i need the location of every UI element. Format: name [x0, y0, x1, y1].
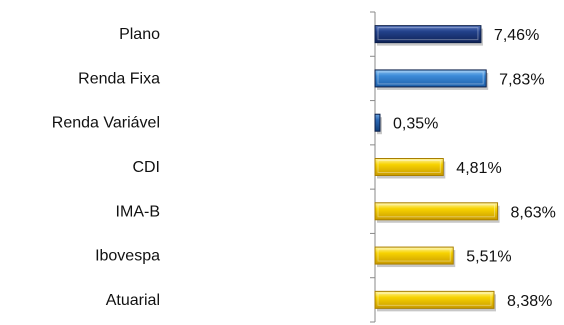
bar [374, 246, 456, 268]
category-label: IMA-B [116, 203, 160, 220]
value-label: 8,38% [507, 293, 552, 310]
bar [374, 202, 500, 223]
bar-bevel [377, 204, 496, 218]
category-label: Ibovespa [95, 248, 160, 265]
bar-bevel [377, 292, 492, 306]
category-label: Renda Fixa [78, 70, 160, 87]
bar-rect [374, 113, 381, 132]
bar-bevel [377, 248, 451, 262]
bar-rect [374, 202, 499, 221]
bar-bevel [377, 160, 441, 173]
value-label: 7,83% [499, 71, 544, 88]
bar [374, 25, 483, 46]
value-label: 5,51% [466, 249, 511, 266]
value-label: 0,35% [393, 116, 438, 133]
bar-rect [374, 158, 444, 176]
value-label: 7,46% [494, 27, 539, 44]
bar-rect [374, 69, 487, 88]
value-label: 8,63% [511, 204, 556, 221]
bar [374, 69, 489, 90]
value-label: 4,81% [456, 160, 501, 177]
bar-rect [374, 290, 495, 309]
bar [374, 290, 496, 312]
bar [374, 158, 446, 179]
category-label: Atuarial [106, 292, 160, 309]
labels-layer: Plano 7,46% Renda Fixa 7,83% Renda Variável 0… [52, 26, 556, 310]
category-label: CDI [132, 159, 160, 176]
axis-layer [370, 11, 376, 323]
category-label: Plano [119, 26, 160, 43]
bars-layer [374, 25, 500, 312]
bar-bevel [377, 27, 479, 41]
category-label: Renda Variável [52, 115, 160, 132]
bar-rect [374, 25, 482, 44]
bar-rect [374, 246, 454, 265]
bar-bevel [377, 71, 484, 85]
bar [374, 113, 382, 135]
